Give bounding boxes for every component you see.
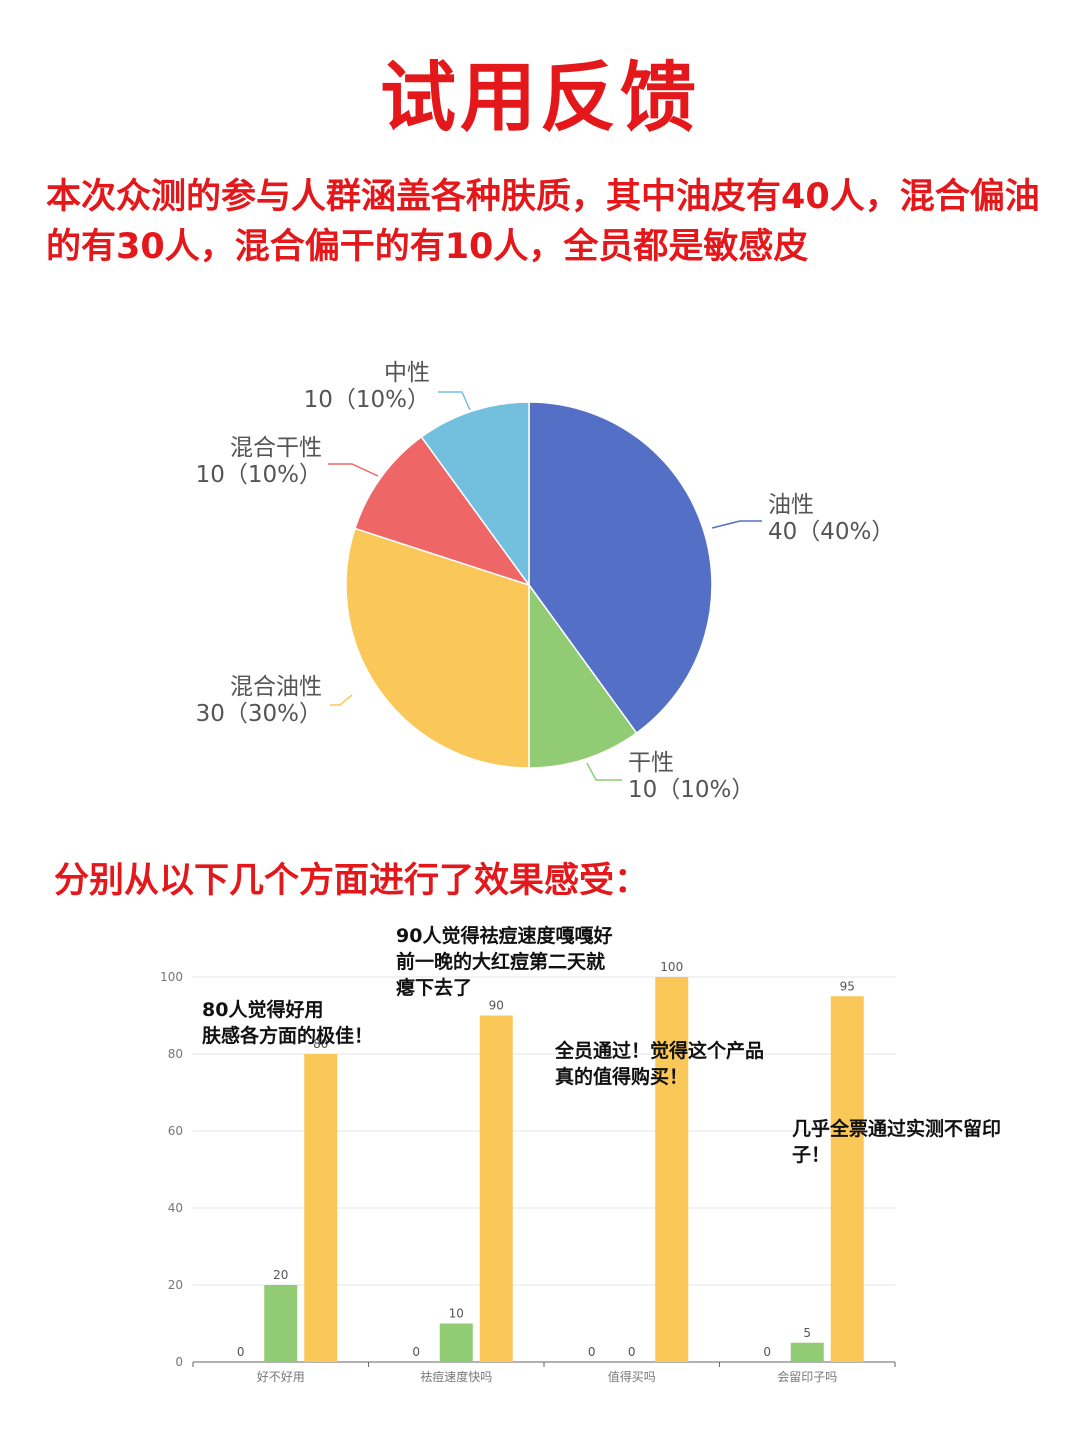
y-tick-label: 0	[175, 1355, 183, 1369]
pie-label-line	[711, 520, 762, 529]
annotation-line: 子！	[792, 1144, 831, 1166]
bar	[830, 996, 864, 1362]
page-title: 试用反馈	[380, 53, 700, 142]
pie-label-line	[328, 463, 379, 477]
annotation-line: 瘪下去了	[396, 977, 473, 999]
bar-value-label: 20	[273, 1268, 288, 1282]
annotation-line: 90人觉得祛痘速度嘎嘎好	[396, 925, 613, 947]
annotation-4: 几乎全票通过实测不留印 子！	[792, 1116, 1001, 1168]
bar-value-label: 0	[412, 1345, 420, 1359]
annotation-1: 80人觉得好用肤感各方面的极佳！	[202, 997, 373, 1049]
bar-value-label: 5	[803, 1326, 811, 1340]
annotation-3: 全员通过！觉得这个产品 真的值得购买！	[555, 1038, 764, 1090]
y-tick-label: 40	[168, 1201, 183, 1215]
pie-slice-4	[354, 435, 531, 587]
x-tick-label: 祛痘速度快吗	[420, 1369, 492, 1384]
annotation-2: 90人觉得祛痘速度嘎嘎好 前一晚的大红痘第二天就 瘪下去了	[396, 923, 612, 1001]
y-tick-label: 60	[168, 1124, 183, 1138]
x-tick-label: 好不好用	[257, 1370, 305, 1384]
pie-slice-2	[528, 582, 638, 769]
pie-label-name: 油性	[768, 492, 814, 518]
bar-value-label: 0	[237, 1345, 245, 1359]
bar	[479, 1015, 513, 1362]
annotation-line: 几乎全票通过实测不留印	[792, 1118, 1002, 1140]
intro-text: 本次众测的参与人群涵盖各种肤质，其中油皮有40人，混合偏油的有30人，混合偏干的…	[46, 177, 1040, 267]
annotation-line: 全员通过！觉得这个产品	[555, 1040, 765, 1062]
bar	[655, 977, 689, 1362]
pie-slice-5	[420, 401, 530, 588]
bar-value-label: 80	[313, 1037, 328, 1051]
x-tick-label: 值得买吗	[608, 1369, 656, 1384]
pie-label-value: 40（40%）	[768, 519, 894, 545]
section-heading: 分别从以下几个方面进行了效果感受：	[54, 861, 650, 901]
y-tick-label: 20	[168, 1278, 183, 1292]
bar-value-label: 0	[588, 1345, 596, 1359]
pie-label-value: 30（30%）	[196, 701, 322, 727]
bar	[439, 1323, 473, 1362]
pie-label-line	[586, 762, 622, 781]
bar	[790, 1342, 824, 1362]
y-tick-label: 100	[160, 970, 183, 984]
bar-value-label: 95	[840, 979, 855, 993]
annotation-line: 80人觉得好用	[202, 999, 324, 1021]
pie-label-value: 10（10%）	[196, 462, 322, 488]
pie-label-value: 10（10%）	[304, 387, 430, 413]
bar-value-label: 100	[660, 960, 683, 974]
bar-value-label: 90	[489, 999, 504, 1013]
pie-label-line	[330, 694, 353, 706]
bar-value-label: 0	[763, 1345, 771, 1359]
bar-value-label: 0	[628, 1345, 636, 1359]
bar	[304, 1054, 338, 1362]
pie-label-line	[438, 391, 471, 411]
x-tick-label: 会留印子吗	[777, 1370, 837, 1384]
bar	[264, 1285, 298, 1362]
pie-slice-3	[345, 527, 530, 769]
annotation-line: 前一晚的大红痘第二天就	[396, 951, 606, 973]
pie-label-name: 中性	[384, 360, 430, 386]
annotation-line: 真的值得购买！	[555, 1066, 689, 1088]
pie-label-name: 干性	[628, 750, 674, 776]
pie-label-name: 混合油性	[230, 674, 322, 700]
pie-slice-1	[528, 401, 713, 735]
pie-label-name: 混合干性	[230, 435, 322, 461]
annotation-line: 肤感各方面的极佳！	[202, 1025, 374, 1047]
pie-label-value: 10（10%）	[628, 777, 754, 803]
bar-value-label: 10	[449, 1307, 464, 1321]
y-tick-label: 80	[168, 1047, 183, 1061]
